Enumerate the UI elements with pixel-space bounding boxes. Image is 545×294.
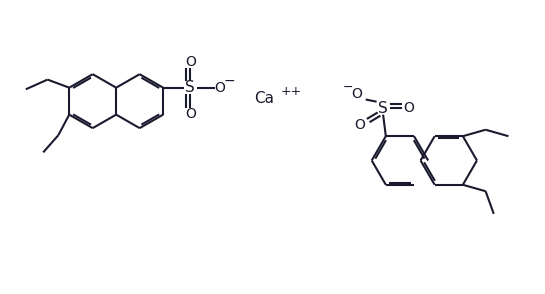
- Text: ++: ++: [281, 86, 302, 98]
- Text: −: −: [224, 74, 235, 88]
- Text: S: S: [185, 80, 195, 95]
- Text: O: O: [185, 55, 196, 69]
- Text: O: O: [352, 87, 362, 101]
- Text: S: S: [378, 101, 388, 116]
- Text: O: O: [215, 81, 226, 95]
- Text: O: O: [354, 118, 365, 132]
- Text: O: O: [185, 106, 196, 121]
- Text: Ca: Ca: [255, 91, 274, 106]
- Text: O: O: [404, 101, 415, 115]
- Text: −: −: [343, 81, 354, 94]
